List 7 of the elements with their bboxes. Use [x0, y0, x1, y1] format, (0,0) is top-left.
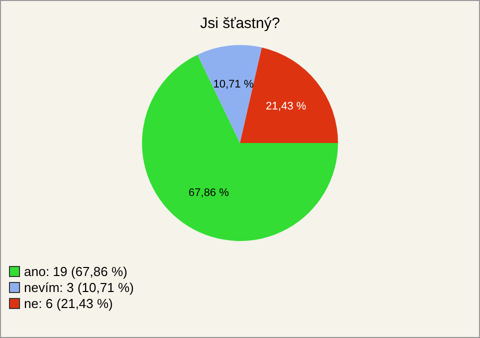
legend-label: ne: 6 (21,43 %): [23, 295, 114, 311]
legend-label: nevím: 3 (10,71 %): [23, 279, 134, 295]
data-label: 10,71 %: [213, 78, 254, 91]
legend-label: ano: 19 (67,86 %): [23, 263, 128, 279]
chart-title: Jsi šťastný?: [200, 15, 280, 32]
data-label: 67,86 %: [188, 186, 230, 199]
data-label: 21,43 %: [266, 100, 306, 112]
